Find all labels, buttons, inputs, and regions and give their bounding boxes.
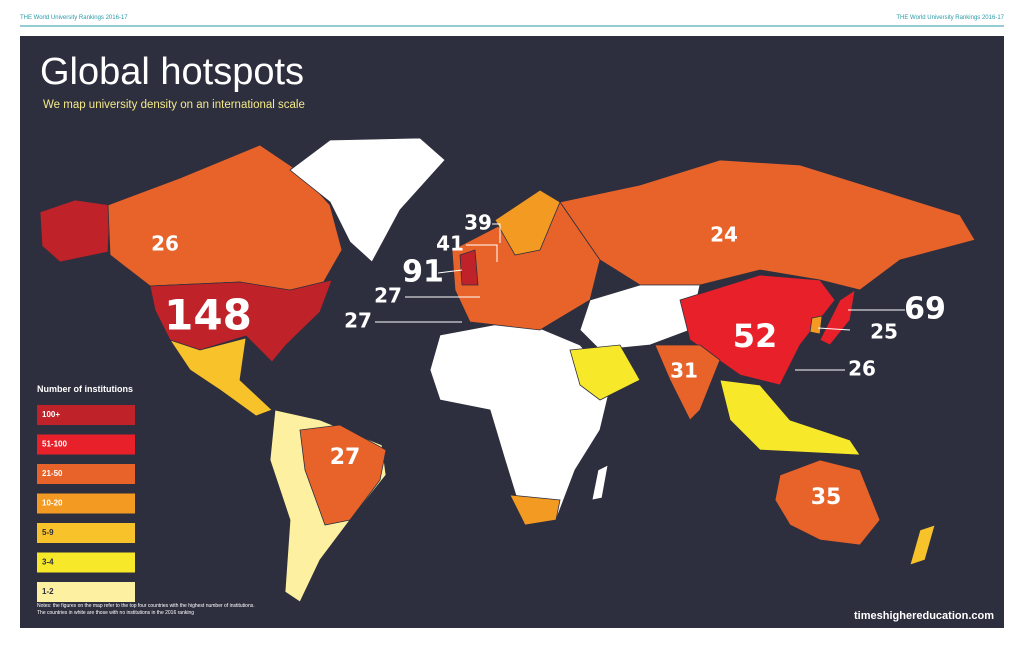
country-count: 25 (870, 320, 898, 344)
leader-germany (466, 244, 498, 262)
japan (819, 289, 856, 346)
brazil (299, 424, 387, 526)
greenland (289, 137, 446, 263)
legend-label: 5-9 (42, 528, 54, 537)
country-count: 148 (164, 291, 252, 340)
legend: Number of institutions 100+ 51-100 21-50 10… (37, 384, 135, 602)
leader-uk (437, 269, 463, 274)
south-africa (509, 494, 561, 526)
country-count: 26 (848, 357, 876, 381)
arabia (569, 344, 641, 401)
mexico (169, 337, 273, 417)
footer-url: timeshighereducation.com (854, 610, 994, 622)
header-left: THE World University Rankings 2016-17 (20, 15, 128, 21)
legend-label: 1-2 (42, 587, 54, 596)
legend-swatch (37, 464, 135, 484)
note: Notes: the figures on the map refer to t… (37, 603, 255, 609)
legend-label: 10-20 (42, 499, 63, 508)
legend-label: 3-4 (42, 558, 54, 567)
header-right: THE World University Rankings 2016-17 (896, 15, 1004, 21)
scandinavia (494, 189, 561, 256)
country-count: 52 (733, 317, 778, 355)
legend-swatch (37, 434, 135, 455)
legend-title: Number of institutions (37, 384, 133, 394)
legend-label: 100+ (42, 410, 60, 419)
country-count: 31 (670, 359, 698, 383)
leader-korea (817, 327, 851, 331)
world-map (39, 137, 976, 603)
usa (149, 279, 333, 363)
legend-swatch (37, 523, 135, 543)
legend-label: 21-50 (42, 469, 63, 478)
country-count: 26 (151, 232, 179, 256)
country-count: 69 (904, 292, 946, 327)
leader-lines (375, 223, 905, 371)
country-count: 91 (402, 255, 444, 290)
australia (774, 459, 881, 546)
legend-label: 51-100 (42, 440, 67, 449)
country-count: 35 (811, 485, 842, 510)
country-count: 24 (710, 223, 738, 247)
country-count: 41 (436, 232, 464, 256)
note: The countries in white are those with no… (37, 610, 194, 616)
leader-netherlands (492, 223, 501, 243)
central-asia (579, 284, 701, 351)
country-count: 27 (344, 309, 372, 333)
legend-swatch (37, 552, 135, 573)
india (654, 344, 721, 421)
subtitle: We map university density on an internat… (43, 99, 305, 111)
korea (809, 315, 823, 335)
country-count: 39 (464, 211, 492, 235)
legend-swatch (37, 582, 135, 602)
alaska (39, 199, 111, 263)
madagascar (591, 464, 609, 501)
legend-swatch (37, 493, 135, 514)
new-zealand (909, 524, 936, 566)
southeast-asia (719, 379, 861, 456)
title: Global hotspots (40, 51, 304, 93)
canada (107, 144, 343, 293)
legend-swatch (37, 405, 135, 425)
country-count: 27 (330, 445, 361, 470)
uk (459, 249, 479, 286)
country-count: 27 (374, 284, 402, 308)
